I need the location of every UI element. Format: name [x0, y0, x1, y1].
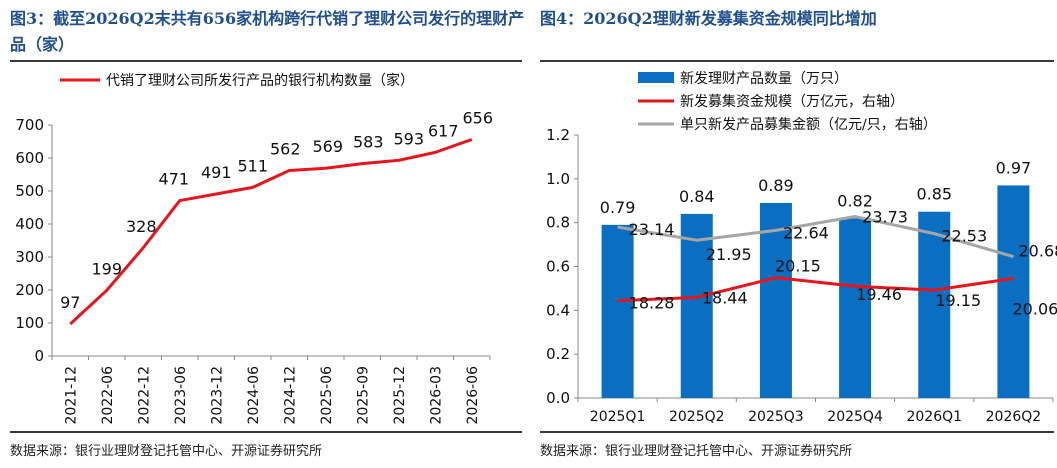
right-legend-bar-label: 新发理财产品数量（万只） — [680, 71, 848, 87]
left-data-label: 511 — [237, 156, 268, 175]
left-x-tick-label: 2022-06 — [100, 366, 116, 425]
right-bar — [918, 211, 951, 398]
right-gray-data-label: 23.73 — [862, 208, 908, 227]
right-bar-value-label: 0.82 — [837, 191, 873, 210]
right-x-tick-label: 2025Q4 — [827, 409, 883, 425]
right-source-note: 数据来源：银行业理财登记托管中心、开源证券研究所 — [540, 444, 853, 459]
left-x-tick-label: 2024-12 — [282, 366, 298, 425]
left-x-tick-label: 2026-03 — [428, 366, 444, 425]
left-data-label: 199 — [91, 259, 122, 278]
right-legend-gray-label: 单只新发产品募集金额（亿元/只，右轴） — [680, 116, 937, 133]
right-red-data-label: 20.15 — [775, 257, 821, 276]
right-bar-value-label: 0.97 — [996, 158, 1032, 177]
right-y-tick-label: 0.0 — [546, 389, 570, 407]
left-figure-panel: 图3：截至2026Q2末共有656家机构跨行代销了理财公司发行的理财产品（家） … — [0, 0, 528, 468]
right-legend-bar-swatch — [638, 72, 674, 83]
left-y-tick-label: 500 — [15, 182, 44, 200]
right-y-tick-label: 0.2 — [546, 345, 570, 363]
left-x-tick-label: 2023-06 — [173, 366, 189, 425]
right-bar-line-chart: 0.0 0.2 0.4 0.6 0.8 1.0 1.2 2025Q1 2025Q2 2025Q3 2… — [546, 71, 1057, 425]
left-data-label: 656 — [462, 109, 493, 128]
right-legend-red-label: 新发募集资金规模（万亿元，右轴） — [680, 93, 904, 110]
left-x-tick-label: 2026-06 — [465, 366, 481, 425]
right-x-tick-label: 2026Q1 — [906, 409, 962, 425]
right-figure-panel: 图4：2026Q2理财新发募集资金规模同比增加 0.0 0.2 0.4 0.6 0.8 1… — [528, 0, 1057, 468]
right-bar — [601, 224, 634, 398]
left-data-label: 328 — [126, 217, 157, 236]
right-bar-value-label: 0.85 — [916, 185, 952, 204]
right-bar — [759, 202, 792, 398]
left-data-label: 471 — [158, 170, 189, 189]
left-x-tick-label: 2024-06 — [246, 366, 262, 425]
left-x-tick-label: 2021-12 — [63, 366, 79, 425]
right-y-tick-label: 1.2 — [546, 126, 570, 144]
right-gray-data-label: 21.95 — [706, 245, 752, 264]
left-data-label: 569 — [312, 137, 343, 156]
right-bottom-rule — [540, 431, 1054, 433]
right-x-tick-label: 2025Q1 — [590, 409, 646, 425]
right-bar-value-label: 0.84 — [679, 187, 715, 206]
left-source-note: 数据来源：银行业理财登记托管中心、开源证券研究所 — [10, 444, 323, 459]
left-y-tick-label: 100 — [15, 314, 44, 332]
right-y-tick-label: 0.4 — [546, 301, 570, 319]
right-red-data-label: 19.15 — [935, 291, 981, 310]
left-legend-label: 代销了理财公司所发行产品的银行机构数量（家） — [106, 72, 414, 89]
left-x-tick-label: 2023-12 — [209, 366, 225, 425]
left-y-tick-label: 300 — [15, 248, 44, 266]
left-bottom-rule — [10, 431, 522, 433]
left-x-tick-label: 2025-09 — [355, 366, 371, 425]
right-bar — [680, 213, 713, 398]
right-red-series-line — [617, 276, 1014, 303]
left-data-label: 562 — [270, 140, 301, 159]
left-data-label: 593 — [393, 129, 424, 148]
right-gray-data-label: 23.14 — [629, 220, 675, 239]
right-y-tick-label: 0.6 — [546, 258, 570, 276]
left-y-tick-label: 700 — [15, 116, 44, 134]
right-y-tick-label: 1.0 — [546, 170, 570, 188]
left-top-rule — [10, 60, 522, 62]
left-data-label: 97 — [60, 293, 80, 312]
left-data-label: 491 — [201, 163, 232, 182]
left-data-label: 583 — [353, 133, 384, 152]
left-line-chart: 0 100 200 300 400 500 600 700 2021-12 2022-06 2022… — [15, 72, 493, 425]
left-y-tick-label: 0 — [34, 347, 44, 365]
right-x-tick-label: 2026Q2 — [986, 409, 1042, 425]
right-gray-data-label: 22.64 — [783, 223, 829, 242]
right-y-tick-label: 0.8 — [546, 214, 570, 232]
left-x-tick-label: 2025-06 — [319, 366, 335, 425]
right-gray-data-label: 20.68 — [1019, 242, 1057, 261]
right-bar-value-label: 0.89 — [758, 176, 794, 195]
left-x-tick-label: 2022-12 — [136, 366, 152, 425]
right-bar — [839, 218, 872, 398]
left-series-line — [69, 138, 473, 326]
left-y-tick-label: 400 — [15, 215, 44, 233]
right-bar-value-label: 0.79 — [600, 198, 636, 217]
right-figure-title: 图4：2026Q2理财新发募集资金规模同比增加 — [540, 9, 877, 28]
left-x-tick-label: 2025-12 — [392, 366, 408, 425]
left-figure-title: 图3：截至2026Q2末共有656家机构跨行代销了理财公司发行的理财产品（家） — [10, 9, 525, 54]
right-red-data-label: 18.44 — [702, 288, 748, 307]
right-gray-series-line — [617, 215, 1014, 259]
right-x-tick-label: 2025Q2 — [669, 409, 725, 425]
right-red-data-label: 19.46 — [856, 285, 902, 304]
right-red-data-label: 20.06 — [1013, 299, 1057, 318]
left-y-tick-label: 200 — [15, 281, 44, 299]
right-gray-data-label: 22.53 — [941, 227, 987, 246]
right-red-data-label: 18.28 — [629, 294, 675, 313]
left-y-tick-label: 600 — [15, 149, 44, 167]
right-top-rule — [540, 60, 1054, 62]
left-data-label: 617 — [428, 121, 459, 140]
right-bar — [997, 185, 1030, 398]
right-x-tick-label: 2025Q3 — [748, 409, 804, 425]
